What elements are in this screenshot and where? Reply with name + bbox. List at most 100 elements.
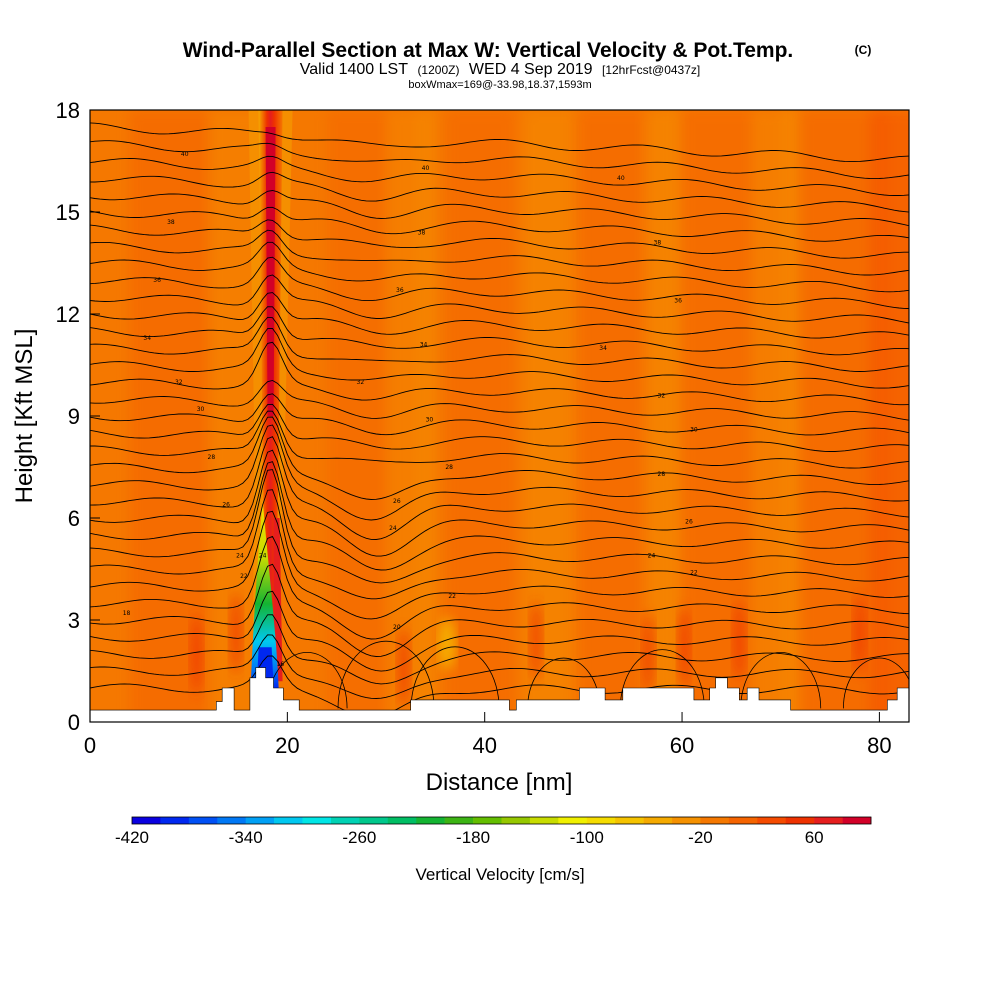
colorbar-tick-label: -260 (342, 828, 376, 847)
theta-contour-arc (619, 649, 705, 709)
x-axis-label: Distance [nm] (426, 769, 573, 796)
colorbar-swatch (416, 817, 445, 824)
colorbar-swatch (643, 817, 673, 824)
theta-contour (90, 403, 909, 452)
theta-contour (90, 122, 909, 163)
theta-contour-labels: 40 40 40 38 38 38 36 36 36 34 34 34 32 32 32 30 30 30 28 28… (123, 151, 698, 668)
theta-contour-label: 20 (393, 624, 401, 631)
theta-contour-label: 24 (389, 525, 397, 532)
theta-contour (90, 590, 909, 672)
theta-contour-label: 38 (418, 229, 426, 236)
y-axis-label: Height [Kft MSL] (11, 329, 38, 504)
theta-contour-label: 24 (236, 552, 244, 559)
theta-contour-label: 36 (396, 287, 404, 294)
theta-contour-label: 28 (445, 464, 453, 471)
colorbar-swatch (586, 817, 616, 824)
theta-contour-arc (740, 652, 822, 709)
theta-contour (90, 292, 909, 339)
colorbar-swatch (814, 817, 843, 824)
valid-day: WED 4 Sep 2019 (469, 61, 593, 78)
x-tick-label: 80 (867, 733, 891, 758)
colorbar-swatch (132, 817, 161, 824)
colorbar-swatch (160, 817, 190, 824)
theta-contour-label: 40 (422, 165, 430, 172)
x-axis: 0 20 40 60 80 (84, 712, 892, 758)
updraft-cell (530, 600, 543, 681)
colorbar-swatch (785, 817, 815, 824)
colorbar: -420 -340 -260 -180 -100 -20 60 (115, 816, 872, 847)
y-tick-label: 18 (56, 98, 80, 123)
theta-contour (90, 416, 909, 500)
theta-contour-label: 34 (420, 342, 428, 349)
theta-contour-label: 38 (654, 240, 662, 247)
theta-contour (90, 256, 909, 309)
theta-contour (90, 469, 909, 584)
plot-area: 40 40 40 38 38 38 36 36 36 34 34 34 32 32 32 30 30 30 28 28… (90, 110, 909, 722)
theta-contour-label: 30 (426, 416, 434, 423)
theta-contour-label: 34 (143, 335, 151, 342)
theta-contour (90, 229, 909, 276)
velocity-bands (129, 110, 909, 722)
theta-contour (90, 306, 909, 356)
updraft-cell (230, 593, 243, 674)
theta-contour (90, 241, 909, 293)
theta-contour (90, 206, 909, 242)
updraft-cell (397, 627, 410, 708)
x-tick-label: 60 (670, 733, 694, 758)
theta-contour (90, 341, 909, 406)
colorbar-swatch (245, 817, 275, 824)
colorbar-swatch (501, 817, 531, 824)
chart-title-suffix: (C) (855, 43, 872, 57)
y-tick-label: 9 (68, 404, 80, 429)
colorbar-tick-label: -20 (688, 828, 713, 847)
colorbar-swatch (558, 817, 588, 824)
theta-contour (90, 461, 909, 571)
theta-contour-arc (527, 657, 601, 709)
theta-contour-label: 28 (658, 471, 666, 478)
theta-contour-arc (337, 640, 435, 709)
theta-contour-label: 32 (658, 393, 666, 400)
weak-downdraft-cell (439, 617, 456, 670)
theta-contour-label: 16 (277, 661, 285, 668)
theta-contour (90, 424, 909, 521)
colorbar-tick-label: -340 (229, 828, 263, 847)
theta-contour-label: 40 (617, 175, 625, 182)
terrain (90, 667, 909, 722)
colorbar-tick-label: -180 (456, 828, 490, 847)
theta-contour-label: 22 (240, 573, 248, 580)
theta-contour (90, 489, 909, 600)
colorbar-swatch (700, 817, 730, 824)
x-tick-label: 20 (275, 733, 299, 758)
velocity-band (869, 110, 909, 722)
theta-contour-label: 28 (208, 454, 216, 461)
theta-contour (90, 634, 909, 699)
valid-prefix: Valid 1400 LST (300, 61, 408, 78)
theta-contour (90, 190, 909, 227)
theta-contour-label: 22 (690, 569, 698, 576)
theta-contour-arc (410, 646, 500, 709)
theta-contour-label: 40 (181, 151, 189, 158)
colorbar-tick-label: -420 (115, 828, 149, 847)
velocity-band (386, 110, 436, 722)
theta-contour-label: 26 (393, 498, 401, 505)
theta-contour-label: 30 (690, 427, 698, 434)
theta-contour (90, 274, 909, 324)
theta-contour-label: 32 (175, 379, 183, 386)
theta-contour (90, 328, 909, 389)
theta-contour (90, 563, 909, 657)
colorbar-swatch (842, 817, 872, 824)
colorbar-label: Vertical Velocity [cm/s] (415, 865, 584, 884)
theta-contour (90, 155, 909, 196)
theta-contour (90, 219, 909, 259)
theta-contour (90, 171, 909, 213)
box-info: boxWmax=169@-33.98,18.37,1593m (408, 79, 591, 91)
x-tick-label: 0 (84, 733, 96, 758)
updraft-cell (678, 607, 691, 688)
theta-contour-label: 26 (685, 518, 693, 525)
y-axis: 0 3 6 9 12 15 18 (56, 98, 100, 735)
downdraft-jet (250, 501, 279, 688)
theta-contour-arc (842, 657, 909, 709)
colorbar-swatch (757, 817, 787, 824)
colorbar-swatch (217, 817, 246, 824)
forecast-info: [12hrFcst@0437z] (602, 63, 700, 77)
